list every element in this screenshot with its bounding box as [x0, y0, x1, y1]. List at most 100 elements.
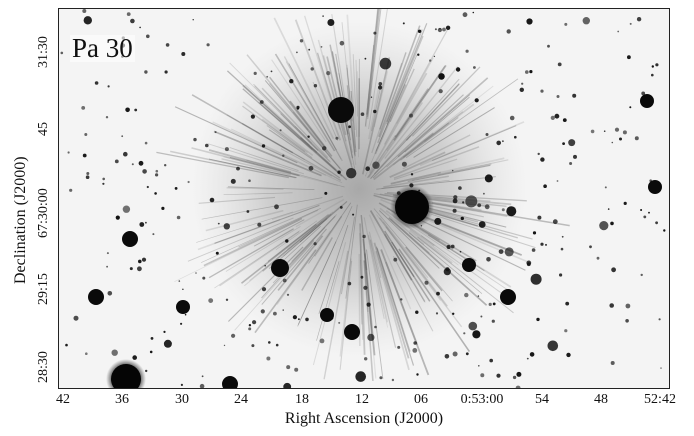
- star: [392, 379, 394, 381]
- star: [164, 340, 172, 348]
- star: [393, 258, 397, 262]
- star: [608, 208, 610, 210]
- panel-label: Pa 30: [70, 35, 135, 62]
- star: [115, 160, 119, 164]
- star: [266, 76, 268, 78]
- x-tick-label: 36: [115, 392, 129, 408]
- star: [365, 58, 367, 60]
- star: [492, 320, 495, 323]
- x-axis-label: Right Ascension (J2000): [285, 410, 443, 428]
- star: [513, 376, 516, 379]
- star: [562, 142, 565, 145]
- star: [637, 17, 641, 21]
- star: [483, 193, 485, 195]
- sky-image: [59, 9, 670, 389]
- star: [486, 133, 489, 136]
- star: [218, 223, 220, 225]
- star: [193, 19, 194, 20]
- star: [510, 116, 515, 121]
- star: [611, 361, 615, 365]
- star: [200, 384, 205, 389]
- star: [559, 273, 562, 276]
- star: [85, 352, 88, 355]
- star: [307, 136, 309, 138]
- star: [251, 344, 254, 347]
- star: [177, 216, 181, 220]
- star: [461, 217, 464, 220]
- star: [540, 157, 544, 161]
- star: [134, 109, 137, 112]
- star: [252, 320, 256, 324]
- star: [557, 180, 559, 182]
- star: [268, 341, 271, 344]
- sky-image-frame: Pa 30: [58, 8, 670, 389]
- star: [566, 353, 570, 357]
- star: [551, 116, 555, 120]
- star: [305, 318, 309, 322]
- star: [397, 346, 400, 349]
- star: [569, 162, 572, 165]
- star: [462, 201, 464, 203]
- star: [530, 352, 535, 357]
- star: [335, 137, 338, 140]
- star: [181, 52, 185, 56]
- star: [434, 56, 435, 57]
- star: [478, 295, 479, 296]
- star: [496, 141, 501, 146]
- star: [469, 322, 478, 331]
- star: [499, 249, 504, 254]
- star: [663, 229, 665, 231]
- star: [127, 12, 131, 16]
- star: [480, 373, 484, 377]
- star: [379, 376, 382, 379]
- bright-star: [271, 259, 289, 277]
- star: [123, 152, 128, 157]
- star: [466, 50, 469, 53]
- star: [225, 147, 229, 151]
- star: [210, 198, 215, 203]
- star: [106, 266, 108, 268]
- star: [565, 302, 569, 306]
- bright-star: [648, 180, 662, 194]
- star: [293, 315, 297, 319]
- star: [643, 216, 646, 219]
- star: [604, 130, 606, 132]
- star: [195, 272, 197, 274]
- star: [583, 17, 590, 24]
- star: [373, 110, 376, 113]
- y-tick-label: 67:30:00: [36, 188, 52, 238]
- star: [611, 267, 616, 272]
- star: [69, 189, 72, 192]
- star: [564, 23, 567, 26]
- star: [558, 63, 562, 67]
- star: [123, 206, 130, 213]
- star: [348, 125, 351, 128]
- star: [139, 222, 144, 227]
- star: [144, 70, 147, 73]
- star: [540, 90, 543, 93]
- star: [416, 373, 418, 375]
- star: [597, 257, 600, 260]
- star: [429, 59, 431, 61]
- star: [193, 138, 196, 141]
- star: [132, 355, 137, 360]
- star: [348, 282, 352, 286]
- star: [536, 318, 539, 321]
- star: [296, 106, 299, 109]
- star: [236, 167, 240, 171]
- star: [547, 45, 550, 48]
- star: [531, 274, 542, 285]
- star: [182, 289, 183, 290]
- star: [81, 106, 85, 110]
- star: [463, 12, 468, 17]
- star: [439, 89, 443, 93]
- star: [271, 71, 273, 73]
- star: [610, 222, 614, 226]
- star: [371, 97, 372, 98]
- bright-star: [640, 94, 654, 108]
- star: [224, 345, 225, 346]
- star: [226, 299, 228, 301]
- star: [264, 265, 266, 267]
- star: [655, 63, 658, 66]
- star: [463, 332, 465, 334]
